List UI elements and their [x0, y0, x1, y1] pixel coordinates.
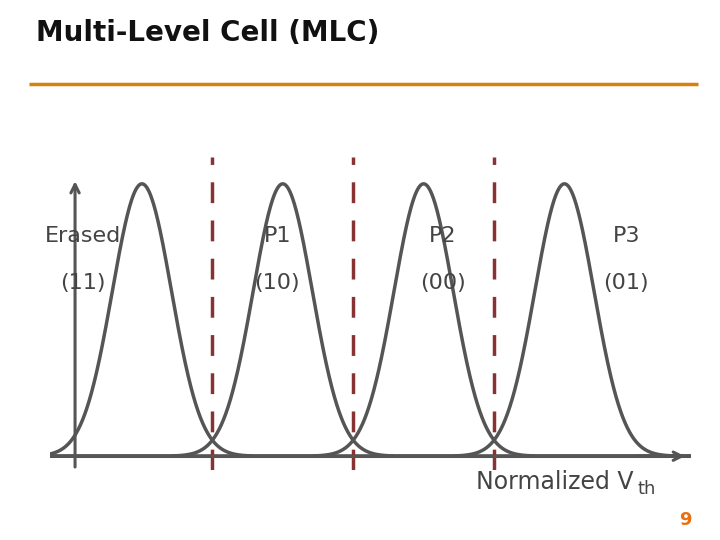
Text: P2: P2 [429, 226, 456, 246]
Text: th: th [637, 480, 656, 498]
Text: Normalized V: Normalized V [476, 470, 634, 494]
Text: Erased: Erased [45, 226, 121, 246]
Text: (01): (01) [603, 273, 649, 293]
Text: 9: 9 [679, 511, 691, 529]
Text: (11): (11) [60, 273, 106, 293]
Text: P3: P3 [613, 226, 640, 246]
Text: P1: P1 [264, 226, 291, 246]
Text: Multi-Level Cell (MLC): Multi-Level Cell (MLC) [36, 19, 379, 47]
Text: (00): (00) [420, 273, 466, 293]
Text: (10): (10) [254, 273, 300, 293]
